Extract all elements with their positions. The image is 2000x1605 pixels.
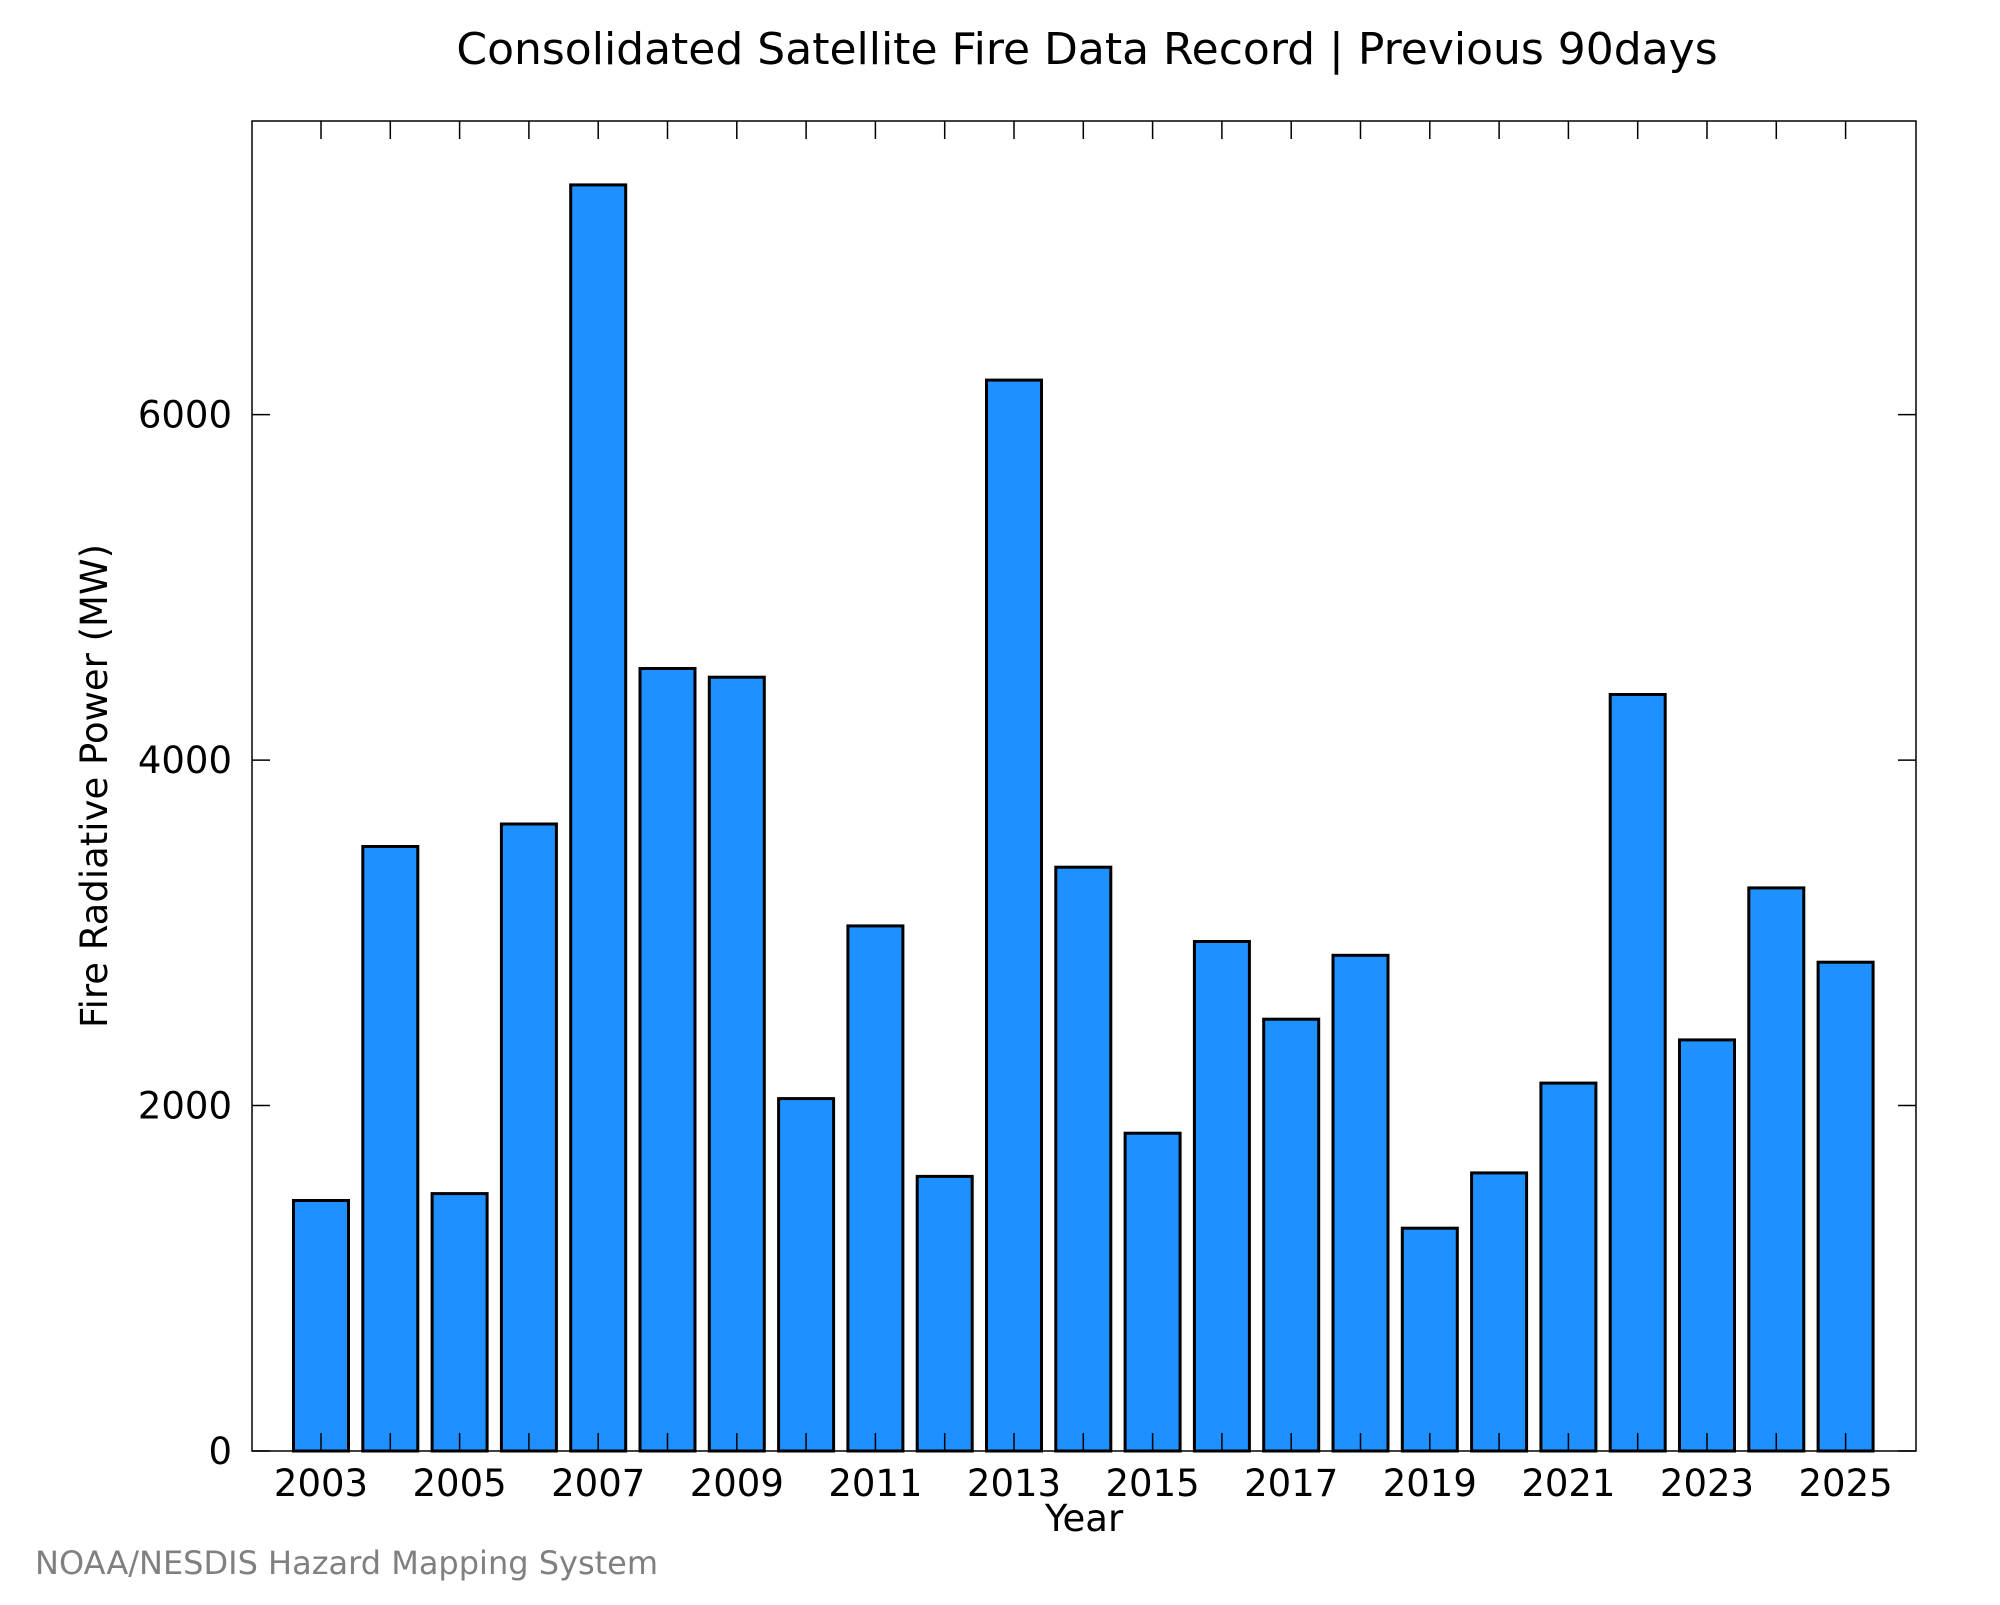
ticks-layer: 0 2000 4000 6000 2003 2005 2007 2009 2011 2013 201… (138, 121, 1916, 1505)
y-tick-label-0: 0 (208, 1430, 232, 1473)
x-tick-label-2011: 2011 (828, 1462, 922, 1505)
bar-2006 (499, 822, 558, 1453)
bar-2008 (638, 667, 697, 1453)
x-tick-label-2015: 2015 (1106, 1462, 1200, 1505)
bar-2009 (707, 675, 766, 1453)
bar-2005 (430, 1192, 489, 1453)
bar-2014 (1054, 865, 1113, 1453)
bars-layer (292, 183, 1875, 1453)
y-axis-label: Fire Radiative Power (MW) (73, 544, 116, 1028)
bar-2004 (361, 845, 420, 1453)
bar-2018 (1331, 953, 1390, 1453)
bar-2013 (985, 378, 1043, 1453)
bar-2023 (1678, 1038, 1736, 1453)
bar-2016 (1192, 940, 1251, 1453)
bar-2010 (777, 1097, 836, 1453)
bar-2024 (1747, 886, 1806, 1453)
plot-frame (251, 120, 1917, 1452)
bar-2012 (915, 1174, 974, 1453)
x-tick-label-2019: 2019 (1383, 1462, 1477, 1505)
bar-2011 (846, 924, 905, 1453)
bar-2020 (1470, 1171, 1529, 1453)
bar-2017 (1262, 1017, 1321, 1453)
bar-2019 (1400, 1226, 1459, 1453)
x-tick-label-2023: 2023 (1660, 1462, 1754, 1505)
x-tick-label-2017: 2017 (1244, 1462, 1338, 1505)
y-tick-label-4000: 4000 (138, 739, 232, 782)
bar-2025 (1816, 960, 1875, 1453)
x-tick-label-2021: 2021 (1521, 1462, 1615, 1505)
x-tick-label-2013: 2013 (967, 1462, 1061, 1505)
x-tick-label-2003: 2003 (274, 1462, 368, 1505)
bar-2007 (569, 183, 628, 1453)
bar-2003 (292, 1199, 350, 1453)
x-tick-label-2025: 2025 (1799, 1462, 1893, 1505)
bar-2015 (1123, 1131, 1182, 1453)
x-axis-label: Year (1044, 1497, 1124, 1540)
bar-2022 (1608, 693, 1667, 1453)
x-tick-label-2009: 2009 (690, 1462, 784, 1505)
y-tick-label-2000: 2000 (138, 1085, 232, 1128)
credit-text: NOAA/NESDIS Hazard Mapping System (35, 1544, 658, 1582)
chart-title: Consolidated Satellite Fire Data Record … (456, 24, 1717, 75)
x-tick-label-2005: 2005 (413, 1462, 507, 1505)
x-tick-label-2007: 2007 (551, 1462, 645, 1505)
y-tick-label-6000: 6000 (138, 394, 232, 437)
bar-2021 (1539, 1081, 1598, 1453)
